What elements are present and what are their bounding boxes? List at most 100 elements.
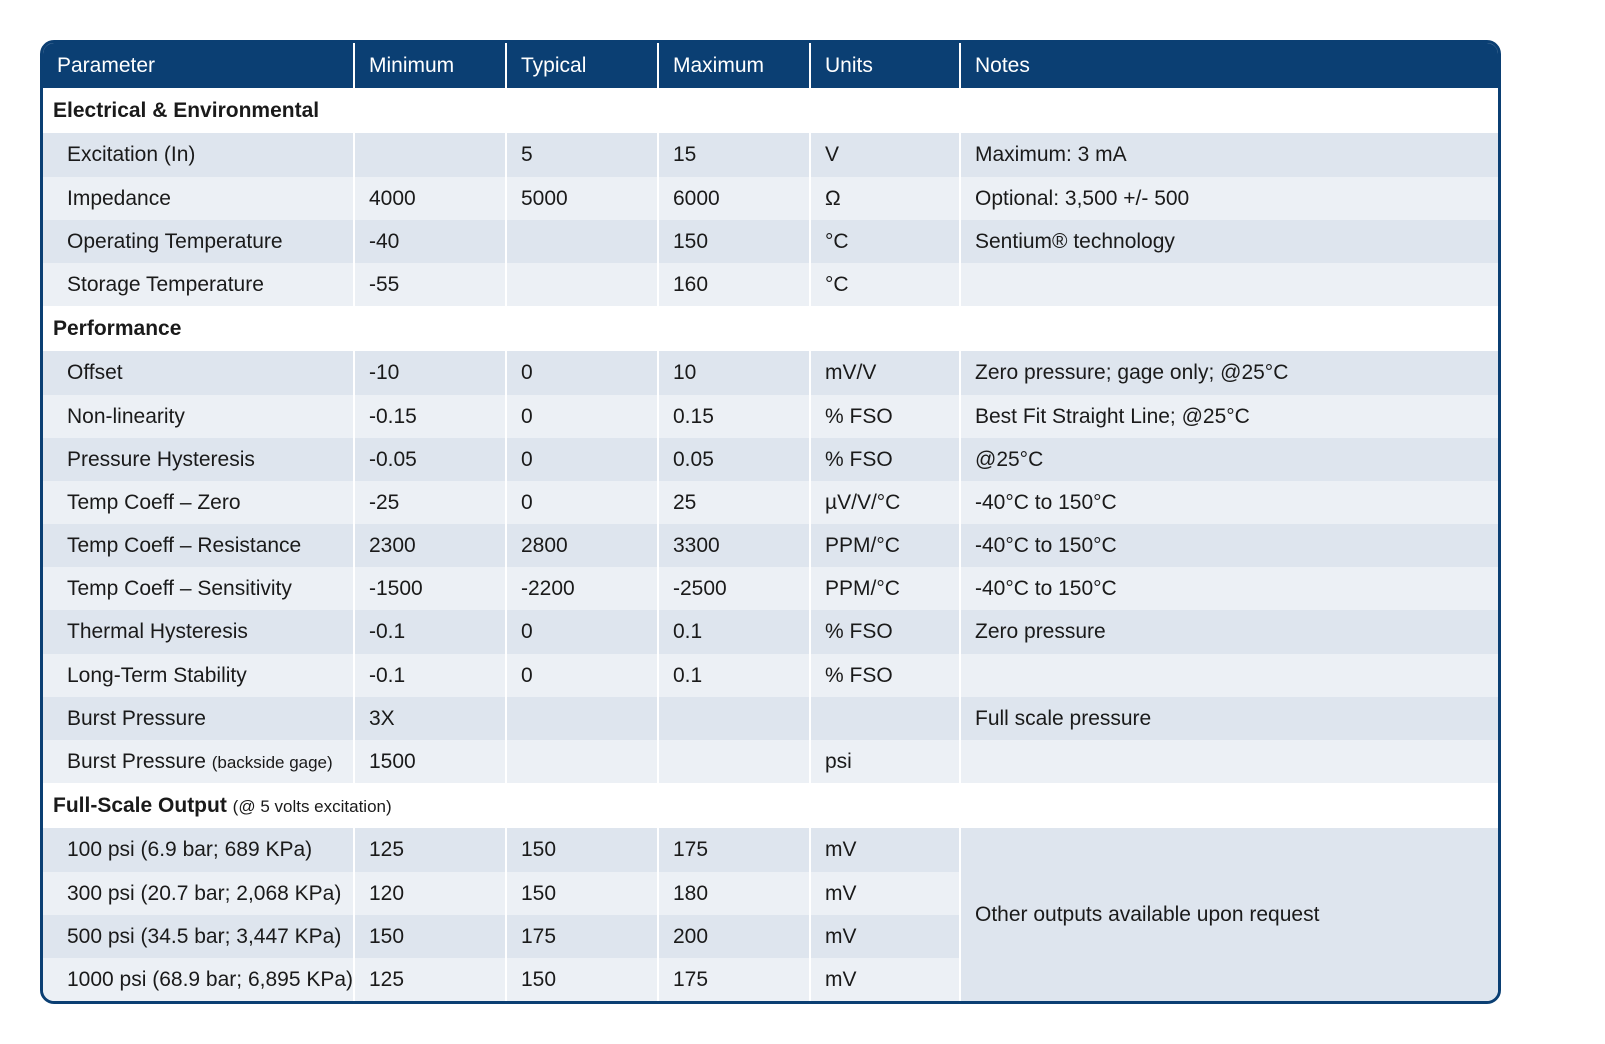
cell-typ: -2200 <box>507 567 659 610</box>
cell-notes: -40°C to 150°C <box>961 481 1498 524</box>
cell-typ: 150 <box>507 872 659 915</box>
cell-typ <box>507 220 659 263</box>
fso-notes: Other outputs available upon request <box>961 828 1498 1001</box>
cell-param: 100 psi (6.9 bar; 689 KPa) <box>43 828 355 871</box>
cell-min: -0.05 <box>355 438 507 481</box>
cell-notes <box>961 263 1498 306</box>
table-row: Temp Coeff – Sensitivity -1500 -2200 -25… <box>43 567 1498 610</box>
cell-max <box>659 740 811 783</box>
cell-units: PPM/°C <box>811 524 961 567</box>
cell-min: 125 <box>355 828 507 871</box>
section-title: Full-Scale Output (@ 5 volts excitation) <box>43 783 1498 828</box>
cell-typ: 0 <box>507 351 659 394</box>
cell-param: Temp Coeff – Zero <box>43 481 355 524</box>
cell-param: Offset <box>43 351 355 394</box>
section-performance: Performance <box>43 306 1498 351</box>
cell-notes: Sentium® technology <box>961 220 1498 263</box>
cell-units: % FSO <box>811 610 961 653</box>
cell-units: Ω <box>811 177 961 220</box>
cell-max: 200 <box>659 915 811 958</box>
cell-param: Temp Coeff – Resistance <box>43 524 355 567</box>
cell-max: 0.05 <box>659 438 811 481</box>
cell-typ: 0 <box>507 395 659 438</box>
cell-units: V <box>811 133 961 176</box>
table-row: Storage Temperature -55 160 °C <box>43 263 1498 306</box>
table-row: Impedance 4000 5000 6000 Ω Optional: 3,5… <box>43 177 1498 220</box>
cell-notes: -40°C to 150°C <box>961 524 1498 567</box>
cell-notes: Maximum: 3 mA <box>961 133 1498 176</box>
cell-typ: 175 <box>507 915 659 958</box>
param-main: Burst Pressure <box>67 750 212 773</box>
section-title: Electrical & Environmental <box>43 88 1498 133</box>
col-maximum: Maximum <box>659 43 811 88</box>
cell-min: 4000 <box>355 177 507 220</box>
col-minimum: Minimum <box>355 43 507 88</box>
cell-units: mV <box>811 828 961 871</box>
cell-min: 120 <box>355 872 507 915</box>
cell-units: PPM/°C <box>811 567 961 610</box>
cell-typ: 0 <box>507 610 659 653</box>
cell-typ: 150 <box>507 828 659 871</box>
cell-min: -10 <box>355 351 507 394</box>
table-row: Thermal Hysteresis -0.1 0 0.1 % FSO Zero… <box>43 610 1498 653</box>
cell-param: Operating Temperature <box>43 220 355 263</box>
spec-table: Parameter Minimum Typical Maximum Units … <box>40 40 1501 1004</box>
table-row: Burst Pressure (backside gage) 1500 psi <box>43 740 1498 783</box>
cell-param: 300 psi (20.7 bar; 2,068 KPa) <box>43 872 355 915</box>
section-fso: Full-Scale Output (@ 5 volts excitation) <box>43 783 1498 828</box>
cell-notes: @25°C <box>961 438 1498 481</box>
cell-units: °C <box>811 263 961 306</box>
cell-typ <box>507 740 659 783</box>
cell-typ: 0 <box>507 654 659 697</box>
cell-typ <box>507 697 659 740</box>
cell-min: -0.1 <box>355 610 507 653</box>
cell-min: 3X <box>355 697 507 740</box>
fso-rows: 100 psi (6.9 bar; 689 KPa) 125 150 175 m… <box>43 828 1498 1001</box>
cell-param: Temp Coeff – Sensitivity <box>43 567 355 610</box>
cell-max: 0.1 <box>659 654 811 697</box>
cell-max: 150 <box>659 220 811 263</box>
cell-units: psi <box>811 740 961 783</box>
cell-param: Long-Term Stability <box>43 654 355 697</box>
cell-param: Non-linearity <box>43 395 355 438</box>
cell-units: mV <box>811 915 961 958</box>
table-row: Non-linearity -0.15 0 0.15 % FSO Best Fi… <box>43 395 1498 438</box>
cell-typ: 5000 <box>507 177 659 220</box>
cell-units: % FSO <box>811 654 961 697</box>
cell-min: 150 <box>355 915 507 958</box>
fso-title: Full-Scale Output <box>53 794 233 817</box>
table-row: Long-Term Stability -0.1 0 0.1 % FSO <box>43 654 1498 697</box>
cell-min: 125 <box>355 958 507 1001</box>
cell-param: Excitation (In) <box>43 133 355 176</box>
cell-max: 160 <box>659 263 811 306</box>
cell-param: Burst Pressure <box>43 697 355 740</box>
cell-min: -40 <box>355 220 507 263</box>
cell-typ: 150 <box>507 958 659 1001</box>
table-row: Pressure Hysteresis -0.05 0 0.05 % FSO @… <box>43 438 1498 481</box>
cell-units: % FSO <box>811 438 961 481</box>
cell-min: -25 <box>355 481 507 524</box>
table-row: Temp Coeff – Resistance 2300 2800 3300 P… <box>43 524 1498 567</box>
param-sub: (backside gage) <box>212 753 333 772</box>
cell-units <box>811 697 961 740</box>
cell-param: 500 psi (34.5 bar; 3,447 KPa) <box>43 915 355 958</box>
fso-title-sub: (@ 5 volts excitation) <box>233 797 392 816</box>
table-row: Excitation (In) 5 15 V Maximum: 3 mA <box>43 133 1498 176</box>
table-header: Parameter Minimum Typical Maximum Units … <box>43 43 1498 88</box>
table-row: Temp Coeff – Zero -25 0 25 µV/V/°C -40°C… <box>43 481 1498 524</box>
cell-units: mV <box>811 872 961 915</box>
cell-max: 175 <box>659 828 811 871</box>
cell-units: µV/V/°C <box>811 481 961 524</box>
cell-typ: 5 <box>507 133 659 176</box>
cell-min: -0.15 <box>355 395 507 438</box>
col-parameter: Parameter <box>43 43 355 88</box>
cell-units: % FSO <box>811 395 961 438</box>
cell-notes <box>961 654 1498 697</box>
cell-notes: Optional: 3,500 +/- 500 <box>961 177 1498 220</box>
table-row: Burst Pressure 3X Full scale pressure <box>43 697 1498 740</box>
col-typical: Typical <box>507 43 659 88</box>
table-row: Operating Temperature -40 150 °C Sentium… <box>43 220 1498 263</box>
cell-notes <box>961 740 1498 783</box>
cell-max: 180 <box>659 872 811 915</box>
cell-typ: 0 <box>507 481 659 524</box>
